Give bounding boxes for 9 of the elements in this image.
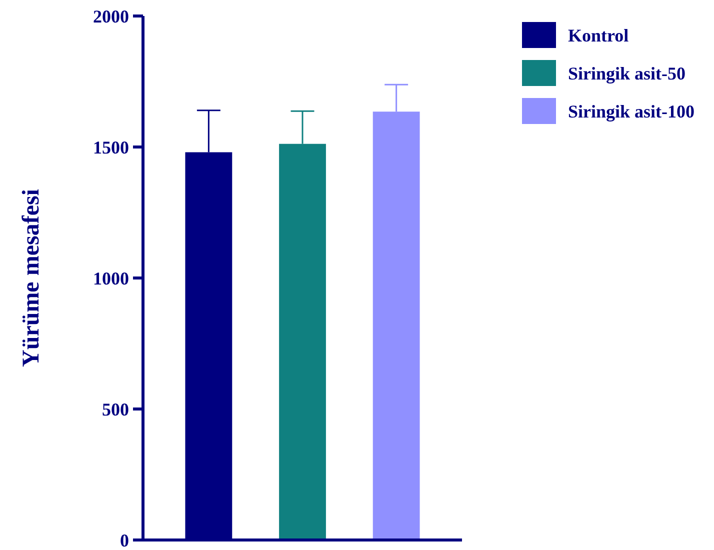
y-tick-label: 2000	[93, 6, 129, 26]
y-tick-label: 1500	[93, 137, 129, 158]
y-axis-title: Yürüme mesafesi	[18, 188, 44, 367]
legend-label: Siringik asit-100	[568, 101, 695, 122]
y-tick-label: 1000	[93, 268, 129, 288]
y-tick-label: 500	[102, 399, 129, 420]
legend-label: Kontrol	[568, 25, 629, 46]
y-tick-label: 0	[120, 530, 129, 550]
legend-label: Siringik asit-50	[568, 63, 686, 84]
